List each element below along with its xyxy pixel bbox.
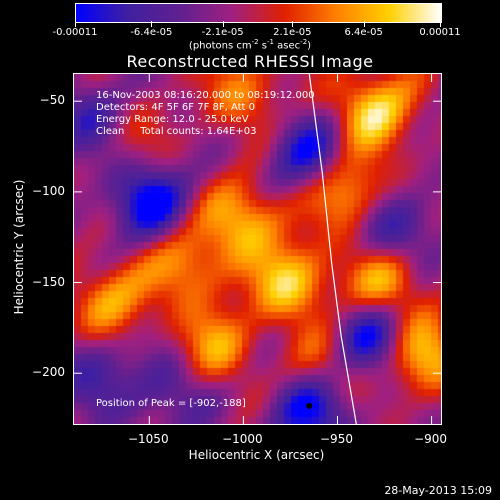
x-tick-label: −1000 <box>222 432 263 446</box>
units-prefix: (photons cm <box>188 40 252 52</box>
y-tick-label: −100 <box>32 183 65 198</box>
units-mid: s <box>258 40 268 52</box>
colorbar <box>75 3 442 23</box>
colorbar-tick-label: 2.1e-05 <box>273 27 312 38</box>
colorbar-tick <box>75 21 76 27</box>
colorbar-tick-label: -0.00011 <box>52 27 98 38</box>
x-tick-label: −950 <box>320 432 353 446</box>
solar-limb-line <box>308 74 357 424</box>
info-time-range: 16-Nov-2003 08:16:20.000 to 08:19:12.000 <box>96 90 315 101</box>
colorbar-tick <box>151 21 153 27</box>
x-axis-label: Heliocentric X (arcsec) <box>188 448 325 462</box>
chart-title: Reconstructed RHESSI Image <box>126 52 374 71</box>
colorbar-tick <box>292 21 294 27</box>
units-mid2: asec <box>274 40 301 52</box>
colorbar-units: (photons cm-2 s-1 asec-2) <box>0 38 500 51</box>
colorbar-tick <box>363 21 365 27</box>
peak-marker <box>306 402 313 409</box>
y-tick-label: −150 <box>32 274 65 289</box>
y-axis-label: Heliocentric Y (arcsec) <box>12 179 26 315</box>
peak-position-label: Position of Peak = [-902,-188] <box>96 398 246 409</box>
y-tick-label: −50 <box>39 93 65 108</box>
colorbar-tick-label: 6.4e-05 <box>344 27 383 38</box>
units-exp2: -1 <box>267 38 274 46</box>
timestamp: 28-May-2013 15:09 <box>384 484 492 497</box>
colorbar-tick-label: -2.1e-05 <box>201 27 244 38</box>
units-exp3: -2 <box>300 38 308 46</box>
x-tick-label: −900 <box>414 432 448 446</box>
x-tick-label: −1050 <box>127 432 169 446</box>
units-suffix: ) <box>307 40 312 52</box>
info-total-counts: Clean Total counts: 1.64E+03 <box>96 126 257 137</box>
info-energy-range: Energy Range: 12.0 - 25.0 keV <box>96 114 249 125</box>
plot-area <box>73 73 442 425</box>
plot-overlay <box>74 74 441 424</box>
colorbar-tick-label: 0.00011 <box>419 27 461 38</box>
info-detectors: Detectors: 4F 5F 6F 7F 8F, Att 0 <box>96 102 256 113</box>
colorbar-tick <box>222 21 224 27</box>
heatmap-image <box>74 74 441 424</box>
colorbar-tick-label: -6.4e-05 <box>130 27 173 38</box>
colorbar-ticks <box>75 21 441 29</box>
units-exp1: -2 <box>251 38 259 46</box>
y-tick-label: −200 <box>32 365 65 380</box>
colorbar-tick <box>440 21 441 27</box>
